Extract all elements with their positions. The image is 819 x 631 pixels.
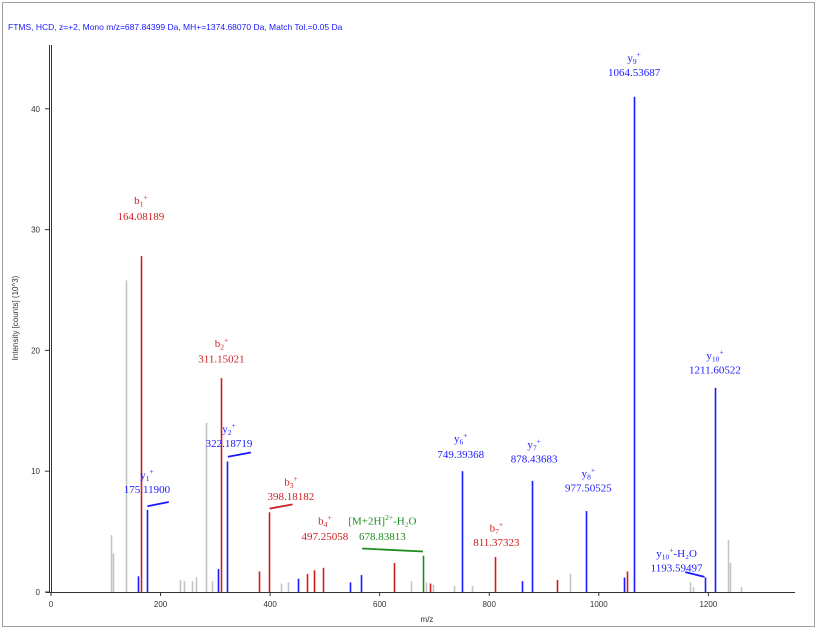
ion-label: b3+ (284, 474, 297, 490)
ion-label: b2+ (215, 335, 228, 351)
ion-label: y1+ (140, 467, 153, 483)
x-tick-label: 600 (373, 600, 387, 609)
ion-mz-label: 1193.59497 (651, 562, 703, 574)
ion-label: y10+-H₂O (656, 545, 697, 561)
ion-mz-label: 749.39368 (437, 449, 484, 461)
ion-label: [M+2H]2+-H₂O (348, 513, 416, 528)
axes (46, 45, 795, 593)
ion-label: b7+ (490, 520, 503, 536)
ion-mz-label: 311.15021 (198, 353, 244, 365)
ion-mz-label: 322.18719 (206, 438, 253, 450)
x-tick-label: 0 (49, 600, 54, 609)
annotation-connector (685, 571, 705, 578)
annotations: b1+164.08189y1+175.11900b2+311.15021y2+3… (118, 50, 741, 578)
ion-label: b1+ (134, 193, 147, 209)
ion-label: b4+ (318, 513, 331, 529)
y-tick-label: 0 (36, 588, 41, 597)
ion-mz-label: 1064.53687 (608, 67, 661, 79)
x-tick-label: 800 (483, 600, 497, 609)
annotation-connector (147, 501, 169, 508)
x-tick-label: 200 (154, 600, 168, 609)
annotation-connector (227, 451, 252, 458)
y-tick-label: 40 (31, 105, 40, 114)
ion-mz-label: 497.25058 (302, 531, 349, 543)
x-tick-label: 1000 (590, 600, 608, 609)
ion-mz-label: 175.11900 (124, 484, 171, 496)
ticks: 0 200 400 600 800 1000 1200 0 10 20 30 40 (31, 105, 718, 609)
annotation-connector (362, 547, 424, 553)
y-tick-label: 30 (31, 226, 40, 235)
ion-mz-label: 164.08189 (118, 211, 165, 223)
peaks (110, 96, 743, 592)
ion-mz-label: 398.18182 (268, 491, 315, 503)
ion-label: y2+ (222, 421, 235, 437)
x-tick-label: 1200 (699, 600, 717, 609)
x-axis-label: m/z (421, 615, 434, 624)
ion-mz-label: 811.37323 (473, 537, 520, 549)
ion-label: y8+ (582, 466, 595, 482)
ion-mz-label: 678.83813 (359, 531, 406, 543)
x-tick-label: 400 (263, 600, 277, 609)
ion-label: y9+ (627, 50, 640, 66)
ion-mz-label: 977.50525 (565, 483, 612, 495)
y-tick-label: 20 (31, 346, 40, 355)
ion-mz-label: 1211.60522 (689, 364, 741, 376)
annotation-connector (269, 503, 293, 510)
y-tick-label: 10 (31, 467, 40, 476)
ion-label: y7+ (527, 437, 540, 453)
ion-label: y6+ (454, 431, 467, 447)
ion-mz-label: 878.43683 (511, 454, 558, 466)
ion-label: y10+ (706, 347, 723, 363)
y-axis-label: Intensity [counts] (10^3) (11, 275, 20, 360)
chart-title: FTMS, HCD, z=+2, Mono m/z=687.84399 Da, … (8, 22, 343, 32)
